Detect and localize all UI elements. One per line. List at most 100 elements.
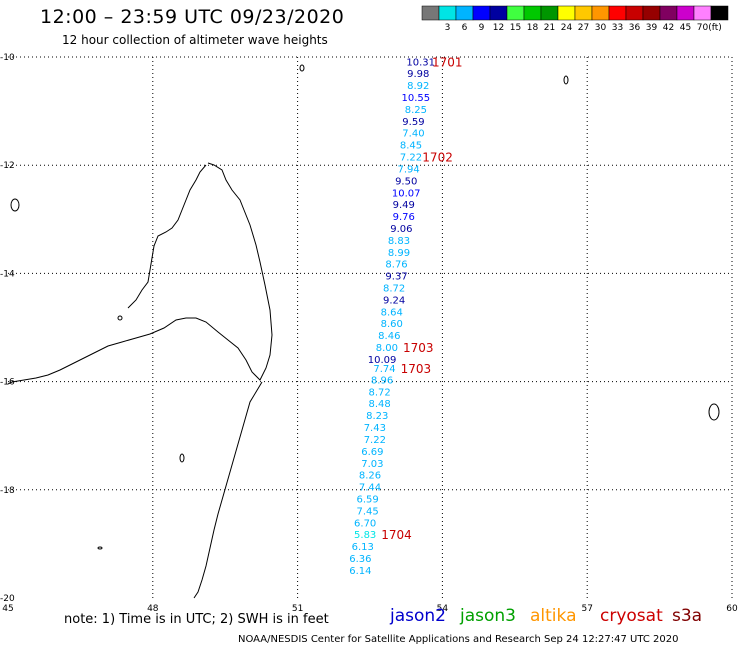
satellite-label-altika: altika — [530, 606, 577, 626]
lat-tick-label: -18 — [0, 486, 15, 496]
lon-tick-label: 51 — [292, 604, 303, 614]
colorbar-tick-label: 45 — [680, 23, 691, 33]
wave-height-value: 7.45 — [356, 506, 378, 517]
pass-time-label: 1704 — [381, 528, 412, 542]
pass-time-label: 1702 — [422, 151, 453, 165]
island-outline — [10, 198, 20, 212]
island-outline — [563, 75, 569, 85]
pass-time-label: 1701 — [432, 55, 463, 69]
pass-time-label: 1703 — [401, 362, 432, 376]
colorbar-tick-label: 3 — [445, 23, 451, 33]
lon-tick-label: 54 — [437, 604, 449, 614]
wave-height-value: 8.25 — [405, 105, 427, 116]
wave-height-value: 8.45 — [400, 141, 422, 152]
wave-height-value: 8.26 — [359, 471, 381, 482]
pass-time-label: 1703 — [403, 341, 434, 355]
figure-subtitle: 12 hour collection of altimeter wave hei… — [62, 33, 328, 47]
wave-height-value: 8.64 — [381, 307, 403, 318]
wave-height-value: 8.60 — [381, 319, 403, 330]
satellite-label-jason2: jason2 — [390, 606, 446, 626]
coastline — [127, 164, 207, 309]
colorbar-unit: (ft) — [708, 23, 722, 33]
wave-height-value: 9.59 — [402, 117, 424, 128]
island-outline — [117, 315, 123, 321]
lat-tick-label: -10 — [0, 53, 15, 63]
wave-height-value: 8.00 — [376, 343, 398, 354]
wave-height-value: 6.59 — [356, 494, 378, 505]
colorbar-tick-label: 30 — [595, 23, 607, 33]
lon-tick-label: 57 — [581, 604, 592, 614]
lon-tick-label: 45 — [2, 604, 13, 614]
wave-height-value: 6.14 — [349, 566, 371, 577]
colorbar-tick-label: 21 — [544, 23, 555, 33]
wave-height-value: 10.31 — [406, 57, 435, 68]
wave-height-value: 7.94 — [397, 164, 419, 175]
colorbar-tick-label: 36 — [629, 23, 641, 33]
wave-height-value: 8.96 — [371, 375, 393, 386]
colorbar-tick-label: 70 — [697, 23, 709, 33]
lat-tick-label: -12 — [0, 161, 15, 171]
wave-height-value: 7.40 — [402, 129, 424, 140]
colorbar-swatch — [710, 5, 729, 21]
island-outline — [299, 64, 305, 72]
wave-height-value: 9.37 — [385, 272, 407, 283]
wave-height-value: 8.72 — [383, 283, 405, 294]
lat-tick-label: -14 — [0, 269, 15, 279]
wave-height-value: 7.44 — [359, 483, 381, 494]
satellite-label-cryosat: cryosat — [600, 606, 663, 626]
wave-height-value: 7.22 — [364, 435, 386, 446]
wave-height-value: 8.99 — [388, 248, 410, 259]
lat-tick-label: -20 — [0, 594, 15, 604]
colorbar-tick-label: 42 — [663, 23, 674, 33]
wave-height-value: 6.36 — [349, 554, 371, 565]
colorbar-legend: 3 6 9 12 15 18 21 24 27 30 33 36 39 42 45 70 (ft) — [421, 5, 729, 33]
coastline — [7, 162, 273, 385]
wave-height-value: 10.09 — [368, 355, 397, 366]
lon-tick-label: 60 — [726, 604, 738, 614]
colorbar-tick-label: 12 — [493, 23, 504, 33]
lon-tick-label: 48 — [147, 604, 159, 614]
footer-note: note: 1) Time is in UTC; 2) SWH is in fe… — [64, 612, 329, 627]
wave-height-value: 8.76 — [385, 260, 407, 271]
wave-height-value: 8.92 — [407, 81, 429, 92]
colorbar-tick-label: 6 — [462, 23, 468, 33]
colorbar-tick-label: 39 — [646, 23, 658, 33]
wave-height-value: 9.06 — [390, 224, 412, 235]
island-outline — [708, 403, 720, 421]
wave-height-value: 6.70 — [354, 518, 376, 529]
coastline — [193, 381, 263, 599]
wave-height-value: 9.76 — [393, 212, 415, 223]
figure-title: 12:00 – 23:59 UTC 09/23/2020 — [40, 6, 345, 28]
wave-height-value: 9.98 — [407, 69, 429, 80]
wave-height-value: 9.24 — [383, 295, 405, 306]
wave-height-value: 10.55 — [402, 93, 431, 104]
wave-height-value: 9.49 — [393, 200, 415, 211]
island-outline — [179, 453, 185, 463]
colorbar-tick-label: 33 — [612, 23, 623, 33]
colorbar-tick-label: 9 — [479, 23, 485, 33]
wave-height-value: 7.22 — [400, 153, 422, 164]
wave-height-value: 7.03 — [361, 459, 383, 470]
colorbar-tick-label: 18 — [527, 23, 539, 33]
wave-height-value: 8.48 — [369, 399, 391, 410]
wave-height-value: 9.50 — [395, 176, 417, 187]
wave-height-value: 8.46 — [378, 331, 400, 342]
colorbar-tick-label: 27 — [578, 23, 589, 33]
wave-height-value: 10.07 — [392, 188, 421, 199]
colorbar-tick-label: 15 — [510, 23, 521, 33]
wave-height-value: 8.23 — [366, 411, 388, 422]
wave-height-value: 6.69 — [361, 447, 383, 458]
wave-height-value: 8.83 — [388, 236, 410, 247]
wave-height-value: 7.43 — [364, 423, 386, 434]
credit-line: NOAA/NESDIS Center for Satellite Applica… — [238, 634, 679, 645]
colorbar-tick-label: 24 — [561, 23, 573, 33]
island-outline — [97, 546, 103, 550]
wave-height-value: 6.13 — [352, 542, 374, 553]
satellite-label-jason3: jason3 — [460, 606, 516, 626]
wave-height-value: 7.74 — [373, 364, 395, 375]
satellite-label-s3a: s3a — [672, 606, 703, 626]
wave-height-value: 5.83 — [354, 530, 376, 541]
lat-tick-label: -16 — [0, 378, 15, 388]
